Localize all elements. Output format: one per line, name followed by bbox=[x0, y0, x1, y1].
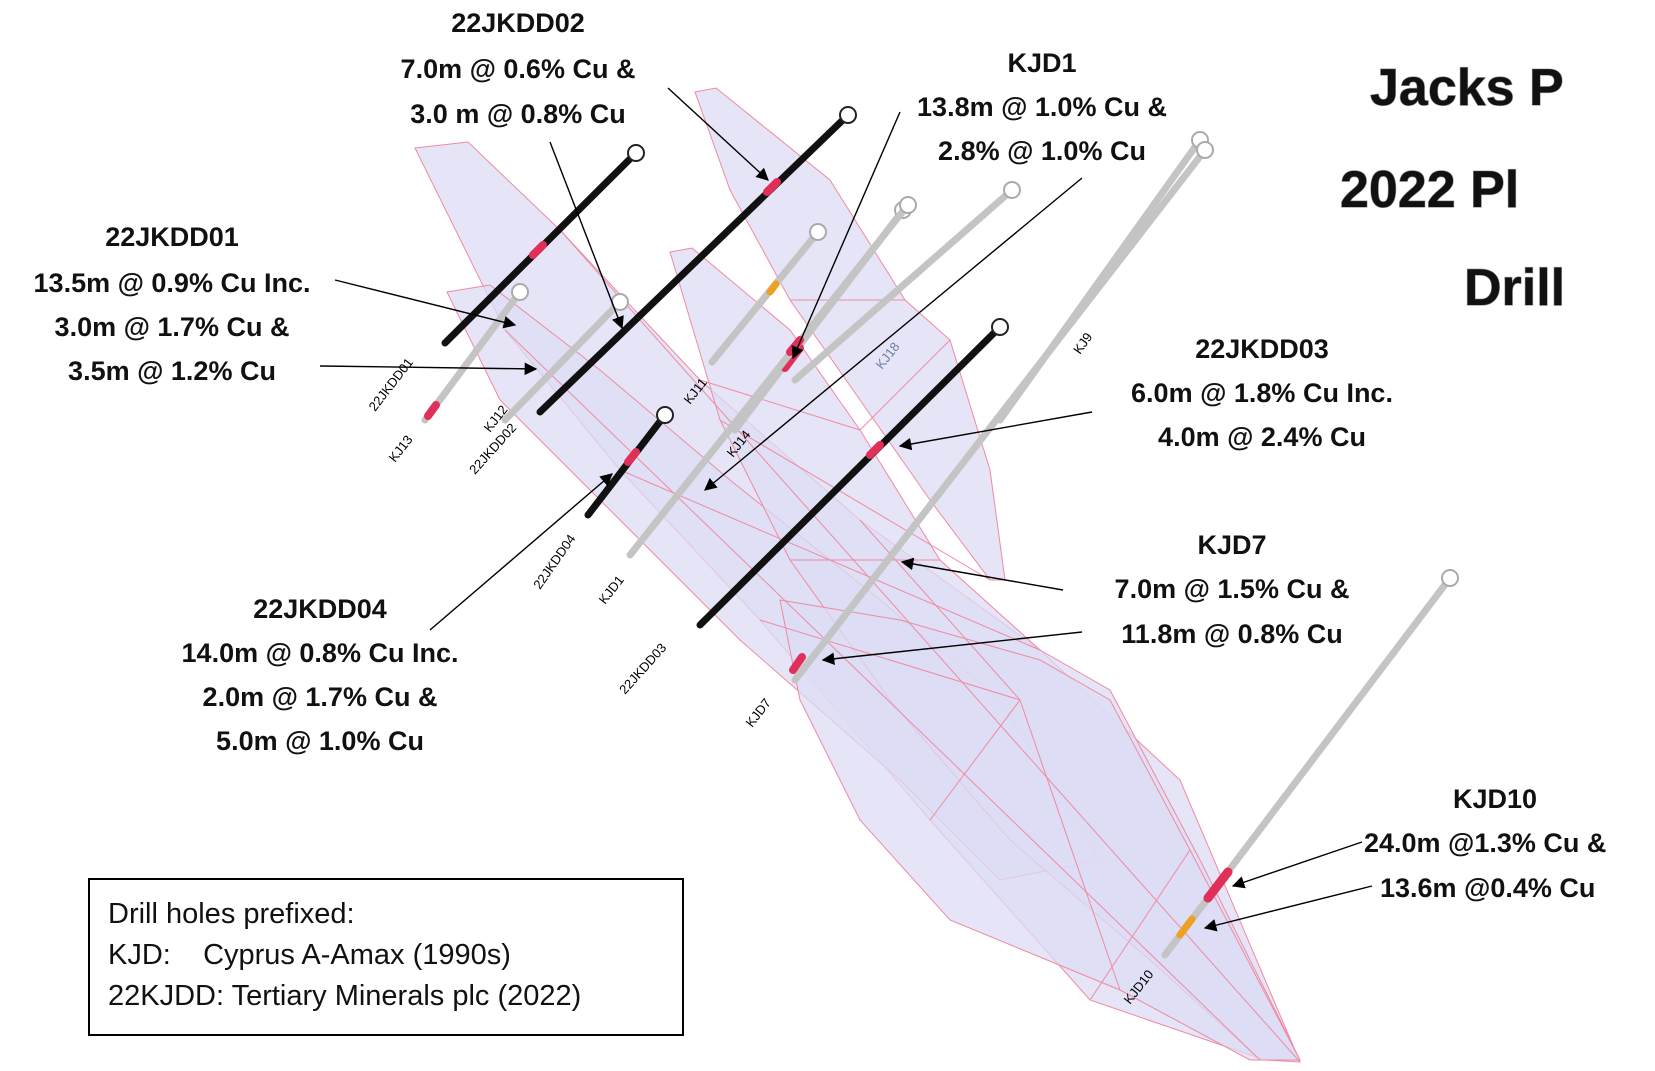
hole-kj11 bbox=[708, 223, 827, 366]
legend-line-1: Drill holes prefixed: bbox=[108, 898, 355, 930]
arrow-22jkdd01 bbox=[334, 279, 517, 329]
svg-text:13.5m @ 0.9% Cu Inc.: 13.5m @ 0.9% Cu Inc. bbox=[34, 268, 311, 298]
callout-22jkdd02: 22JKDD02 7.0m @ 0.6% Cu & 3.0 m @ 0.8% C… bbox=[401, 8, 636, 129]
callout-22jkdd01: 22JKDD01 13.5m @ 0.9% Cu Inc. 3.0m @ 1.7… bbox=[34, 222, 311, 386]
svg-text:22JKDD01: 22JKDD01 bbox=[105, 222, 239, 252]
hole-22jkdd02 bbox=[536, 106, 857, 416]
svg-text:13.6m @0.4% Cu: 13.6m @0.4% Cu bbox=[1380, 873, 1595, 903]
hole-kj18 bbox=[791, 181, 1021, 384]
arrow-22jkdd03 bbox=[898, 411, 1093, 451]
svg-text:5.0m @ 1.0% Cu: 5.0m @ 1.0% Cu bbox=[216, 726, 424, 756]
arrow-kjd10 bbox=[1231, 841, 1363, 889]
svg-text:14.0m @ 0.8% Cu Inc.: 14.0m @ 0.8% Cu Inc. bbox=[182, 638, 459, 668]
svg-text:7.0m @ 1.5% Cu &: 7.0m @ 1.5% Cu & bbox=[1115, 574, 1350, 604]
arrow-kjd7-b bbox=[821, 631, 1083, 666]
hole-label-kjd1: KJD1 bbox=[596, 573, 627, 607]
hole-label-kj13: KJ13 bbox=[386, 432, 416, 465]
arrow-kjd10-b bbox=[1203, 885, 1373, 932]
svg-text:22JKDD02: 22JKDD02 bbox=[451, 8, 585, 38]
callout-arrows bbox=[319, 87, 1373, 932]
arrow-22jkdd04 bbox=[429, 473, 613, 631]
svg-text:4.0m @ 2.4% Cu: 4.0m @ 2.4% Cu bbox=[1158, 422, 1366, 452]
orebody-wireframe-edges bbox=[504, 229, 1301, 1063]
arrow-kjd1 bbox=[791, 111, 901, 360]
svg-text:3.5m @ 1.2% Cu: 3.5m @ 1.2% Cu bbox=[68, 356, 276, 386]
callout-kjd7: KJD7 7.0m @ 1.5% Cu & 11.8m @ 0.8% Cu bbox=[1115, 530, 1350, 649]
orebody-lens-lower bbox=[779, 599, 1301, 1061]
hole-22jkdd03 bbox=[696, 318, 1009, 629]
svg-text:6.0m @ 1.8% Cu Inc.: 6.0m @ 1.8% Cu Inc. bbox=[1131, 378, 1393, 408]
svg-text:7.0m @ 0.6% Cu &: 7.0m @ 0.6% Cu & bbox=[401, 54, 636, 84]
legend-line-3: 22KJDD: Tertiary Minerals plc (2022) bbox=[108, 980, 582, 1012]
hole-kj13 bbox=[421, 283, 529, 424]
title-line-1: Jacks P bbox=[1370, 59, 1564, 117]
hole-label-kjd7: KJD7 bbox=[743, 696, 774, 730]
svg-text:KJD7: KJD7 bbox=[1197, 530, 1266, 560]
title-block: Jacks P 2022 Pl Drill bbox=[1339, 58, 1565, 317]
svg-text:KJD10: KJD10 bbox=[1453, 784, 1537, 814]
svg-text:2.8% @ 1.0% Cu: 2.8% @ 1.0% Cu bbox=[938, 136, 1146, 166]
svg-text:22JKDD04: 22JKDD04 bbox=[253, 594, 387, 624]
legend-line-2: KJD: Cyprus A-Amax (1990s) bbox=[108, 939, 511, 971]
callout-22jkdd03: 22JKDD03 6.0m @ 1.8% Cu Inc. 4.0m @ 2.4%… bbox=[1131, 334, 1393, 452]
svg-text:13.8m @ 1.0% Cu &: 13.8m @ 1.0% Cu & bbox=[917, 92, 1167, 122]
callout-kjd1: KJD1 13.8m @ 1.0% Cu & 2.8% @ 1.0% Cu bbox=[917, 48, 1167, 166]
hole-label-kj9: KJ9 bbox=[1070, 330, 1095, 357]
svg-text:3.0 m @ 0.8% Cu: 3.0 m @ 0.8% Cu bbox=[410, 99, 625, 129]
hole-22jkdd01 bbox=[441, 144, 645, 347]
callout-kjd10: KJD10 24.0m @1.3% Cu & 13.6m @0.4% Cu bbox=[1364, 784, 1606, 903]
hole-kjd10 bbox=[1161, 569, 1459, 959]
arrow-22jkdd01-b bbox=[319, 362, 538, 376]
legend-box: Drill holes prefixed: KJD: Cyprus A-Amax… bbox=[88, 878, 684, 1036]
svg-text:3.0m @ 1.7% Cu &: 3.0m @ 1.7% Cu & bbox=[55, 312, 290, 342]
hole-label-22jkdd01: 22JKDD01 bbox=[366, 355, 417, 414]
title-line-2: 2022 Pl bbox=[1340, 161, 1519, 219]
svg-text:24.0m @1.3% Cu &: 24.0m @1.3% Cu & bbox=[1364, 828, 1606, 858]
svg-text:22JKDD03: 22JKDD03 bbox=[1195, 334, 1329, 364]
callout-22jkdd04: 22JKDD04 14.0m @ 0.8% Cu Inc. 2.0m @ 1.7… bbox=[182, 594, 459, 756]
svg-text:2.0m @ 1.7% Cu &: 2.0m @ 1.7% Cu & bbox=[203, 682, 438, 712]
title-line-3: Drill bbox=[1464, 259, 1565, 317]
hole-label-22jkdd04: 22JKDD04 bbox=[530, 532, 578, 592]
arrow-22jkdd02-b bbox=[549, 141, 624, 330]
arrow-kjd1-b bbox=[704, 177, 1083, 491]
svg-text:11.8m @ 0.8% Cu: 11.8m @ 0.8% Cu bbox=[1121, 619, 1342, 649]
hole-kjd7 bbox=[789, 141, 1214, 684]
hole-label-22jkdd03: 22JKDD03 bbox=[616, 640, 669, 697]
hole-22jkdd04 bbox=[584, 406, 674, 519]
svg-text:KJD1: KJD1 bbox=[1007, 48, 1076, 78]
arrow-22jkdd02 bbox=[667, 87, 769, 181]
arrow-kjd7 bbox=[900, 557, 1064, 591]
